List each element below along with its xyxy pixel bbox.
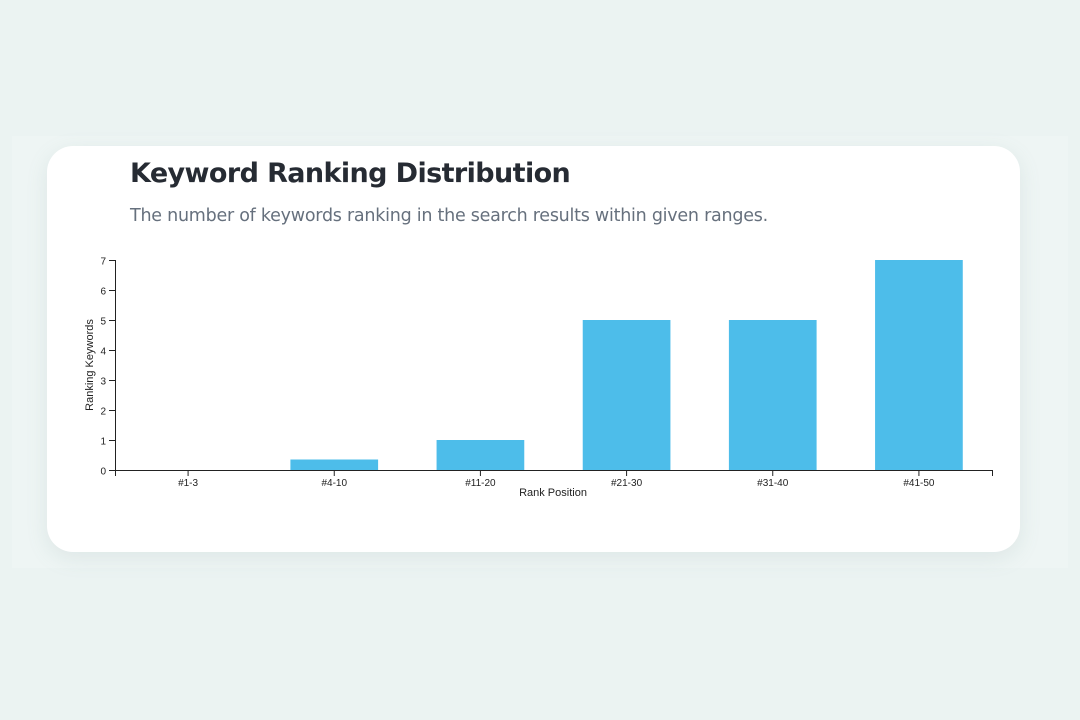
bar-4-10 bbox=[290, 459, 379, 470]
x-tick-label: #1-3 bbox=[178, 478, 198, 489]
y-tick-label: 3 bbox=[100, 377, 106, 388]
y-axis: 0 1 2 3 4 5 6 7 bbox=[100, 257, 116, 478]
bar-11-20 bbox=[436, 440, 525, 470]
y-tick-label: 2 bbox=[100, 407, 106, 418]
x-axis: #1-3 #4-10 #11-20 #21-30 #31-40 #41-50 bbox=[115, 470, 993, 489]
bar-31-40 bbox=[728, 320, 817, 470]
x-tick-label: #31-40 bbox=[757, 478, 789, 489]
bars bbox=[290, 260, 963, 470]
y-tick-label: 6 bbox=[100, 287, 106, 298]
y-tick-label: 0 bbox=[100, 467, 106, 478]
x-tick-label: #41-50 bbox=[903, 478, 935, 489]
x-tick-label: #21-30 bbox=[611, 478, 643, 489]
y-tick-label: 5 bbox=[100, 317, 106, 328]
y-tick-label: 4 bbox=[100, 347, 106, 358]
y-tick-label: 7 bbox=[100, 257, 106, 268]
chart-card: Keyword Ranking Distribution The number … bbox=[47, 146, 1020, 552]
x-axis-label: Rank Position bbox=[519, 487, 587, 499]
chart-title: Keyword Ranking Distribution bbox=[130, 158, 571, 189]
x-tick-label: #4-10 bbox=[321, 478, 347, 489]
chart-subtitle: The number of keywords ranking in the se… bbox=[130, 206, 768, 226]
bar-21-30 bbox=[582, 320, 671, 470]
y-tick-label: 1 bbox=[100, 437, 106, 448]
bar-41-50 bbox=[875, 260, 963, 470]
y-axis-label: Ranking Keywords bbox=[84, 319, 96, 411]
x-tick-label: #11-20 bbox=[465, 478, 496, 489]
x-axis-domain bbox=[115, 470, 993, 476]
y-axis-domain bbox=[109, 260, 116, 471]
